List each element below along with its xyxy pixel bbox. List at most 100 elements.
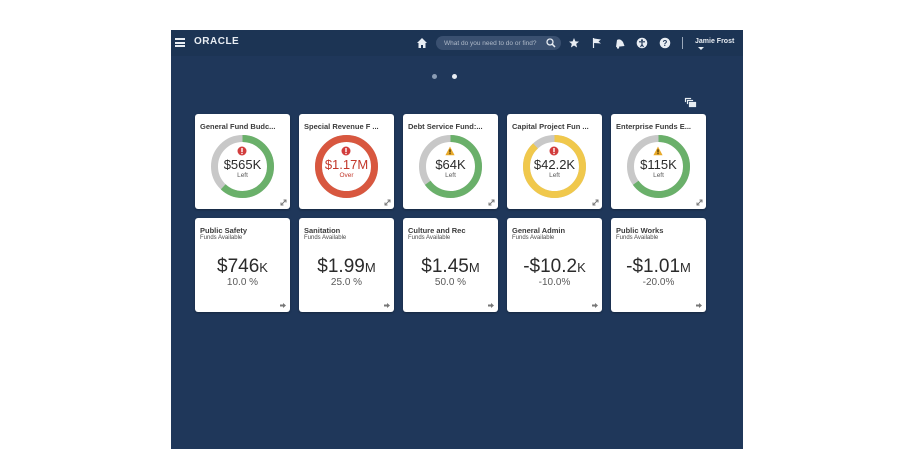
gauge-fill [315, 135, 378, 198]
change-layout-icon[interactable] [684, 97, 697, 108]
oracle-logo[interactable]: ORACLE [194, 36, 240, 47]
card-subtitle: Funds Available [200, 235, 243, 241]
kpi-amount: -$1.01 [626, 256, 681, 277]
search-input[interactable] [444, 36, 539, 50]
page-dot-1[interactable] [432, 74, 437, 79]
kpi-value: $1.99M [299, 256, 394, 278]
expand-icon[interactable] [280, 199, 287, 206]
donut-gauge [523, 135, 586, 198]
kpi-value: -$10.2K [507, 256, 602, 278]
gauge-fill [419, 135, 482, 198]
card-title: Capital Project Fun ... [512, 122, 589, 131]
kpi-card[interactable]: Public Safety Funds Available $746K 10.0… [195, 218, 290, 312]
header-divider [682, 37, 683, 49]
error-icon [237, 146, 247, 156]
home-icon[interactable] [416, 37, 428, 49]
expand-icon[interactable] [696, 199, 703, 206]
expand-icon[interactable] [488, 199, 495, 206]
card-subtitle: Funds Available [408, 235, 451, 241]
gauge-card[interactable]: General Fund Budc... $565K Left [195, 114, 290, 209]
kpi-card[interactable]: Sanitation Funds Available $1.99M 25.0 % [299, 218, 394, 312]
card-title: Debt Service Fund:... [408, 122, 483, 131]
kpi-unit: K [259, 260, 268, 275]
warning-icon [653, 146, 663, 156]
card-title: Special Revenue F ... [304, 122, 379, 131]
menu-icon[interactable] [175, 38, 185, 47]
arrow-right-icon[interactable] [696, 303, 702, 308]
svg-text:?: ? [663, 39, 668, 48]
kpi-amount: $1.99 [317, 256, 365, 277]
kpi-value: -$1.01M [611, 256, 706, 278]
gauge-value: $1.17M [324, 157, 369, 172]
user-menu[interactable]: Jamie Frost [695, 38, 743, 52]
kpi-amount: $746 [217, 256, 260, 277]
search-icon[interactable] [546, 38, 556, 48]
gauge-fill [211, 135, 274, 198]
gauge-label: Left [237, 172, 248, 179]
accessibility-icon[interactable] [636, 37, 648, 49]
card-subtitle: Funds Available [304, 235, 347, 241]
gauge-value: $565K [223, 157, 262, 172]
arrow-right-icon[interactable] [488, 303, 494, 308]
donut-gauge [315, 135, 378, 198]
kpi-percent: 50.0 % [434, 277, 467, 288]
error-icon [549, 146, 559, 156]
card-title: Public Works [616, 226, 664, 235]
user-name: Jamie Frost [695, 38, 735, 45]
card-title: General Fund Budc... [200, 122, 276, 131]
help-icon[interactable]: ? [659, 37, 671, 49]
kpi-unit: M [680, 260, 691, 275]
search-box[interactable] [436, 36, 561, 50]
kpi-value: $746K [195, 256, 290, 278]
kpi-percent: 10.0 % [226, 277, 259, 288]
app-window: ORACLE ? Jamie Frost General Fund Budc..… [171, 30, 743, 449]
arrow-right-icon[interactable] [384, 303, 390, 308]
gauge-fill [523, 135, 586, 198]
favorites-star-icon[interactable] [568, 37, 580, 49]
kpi-unit: M [364, 260, 376, 275]
donut-gauge [627, 135, 690, 198]
kpi-card[interactable]: Culture and Rec Funds Available $1.45M 5… [403, 218, 498, 312]
gauge-card[interactable]: Capital Project Fun ... $42.2K Left [507, 114, 602, 209]
kpi-amount: -$10.2 [523, 256, 578, 277]
gauge-value: $115K [640, 157, 677, 172]
chevron-down-icon [698, 46, 704, 50]
card-title: Public Safety [200, 226, 248, 235]
kpi-percent: -10.0% [538, 277, 571, 288]
kpi-card[interactable]: General Admin Funds Available -$10.2K -1… [507, 218, 602, 312]
arrow-right-icon[interactable] [592, 303, 598, 308]
card-title: Culture and Rec [408, 226, 466, 235]
kpi-unit: K [577, 260, 586, 275]
gauge-label: Over [339, 172, 354, 179]
kpi-amount: $1.45 [421, 256, 469, 277]
gauge-fill [627, 135, 690, 198]
gauge-label: Left [445, 172, 456, 179]
donut-gauge [211, 135, 274, 198]
kpi-value: $1.45M [403, 256, 498, 278]
page-dot-2-active[interactable] [452, 74, 457, 79]
gauge-card[interactable]: Debt Service Fund:... $64K Left [403, 114, 498, 209]
gauge-card[interactable]: Special Revenue F ... $1.17M Over [299, 114, 394, 209]
donut-gauge [419, 135, 482, 198]
error-icon [341, 146, 351, 156]
card-title: Enterprise Funds E... [616, 122, 692, 131]
global-header: ORACLE ? Jamie Frost [171, 30, 743, 56]
card-subtitle: Funds Available [616, 235, 659, 241]
gauge-label: Left [653, 172, 664, 179]
card-title: General Admin [512, 226, 566, 235]
expand-icon[interactable] [592, 199, 599, 206]
gauge-label: Left [549, 172, 560, 179]
notifications-bell-icon[interactable] [614, 37, 626, 49]
kpi-percent: 25.0 % [330, 277, 363, 288]
gauge-value: $64K [435, 157, 466, 172]
card-subtitle: Funds Available [512, 235, 555, 241]
gauge-value: $42.2K [533, 157, 576, 172]
kpi-card[interactable]: Public Works Funds Available -$1.01M -20… [611, 218, 706, 312]
kpi-percent: -20.0% [642, 277, 675, 288]
arrow-right-icon[interactable] [280, 303, 286, 308]
expand-icon[interactable] [384, 199, 391, 206]
watchlist-flag-icon[interactable] [591, 37, 603, 49]
card-title: Sanitation [304, 226, 341, 235]
gauge-card[interactable]: Enterprise Funds E... $115K Left [611, 114, 706, 209]
warning-icon [445, 146, 455, 156]
